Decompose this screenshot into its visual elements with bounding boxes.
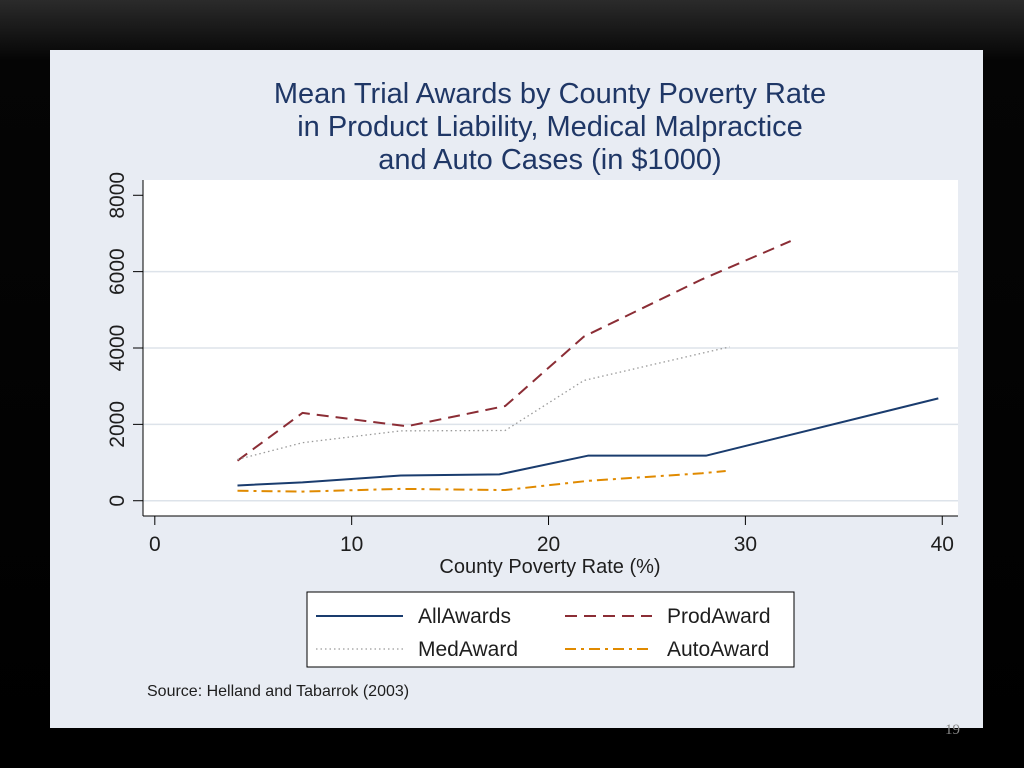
legend-label-autoaward: AutoAward xyxy=(667,638,769,661)
chart-title-line: and Auto Cases (in $1000) xyxy=(378,144,721,176)
legend-box xyxy=(306,591,795,668)
chart-title-line: Mean Trial Awards by County Poverty Rate xyxy=(274,78,826,110)
x-tick-label: 0 xyxy=(149,533,161,556)
chart-title-line: in Product Liability, Medical Malpractic… xyxy=(297,111,803,143)
legend-label-allawards: AllAwards xyxy=(418,605,511,628)
page-number: 19 xyxy=(945,722,960,738)
source-note: Source: Helland and Tabarrok (2003) xyxy=(147,683,409,700)
legend-label-prodaward: ProdAward xyxy=(667,605,771,628)
y-tick-label: 8000 xyxy=(106,172,129,219)
chart-title: Mean Trial Awards by County Poverty Rate… xyxy=(274,78,826,176)
y-tick-label: 4000 xyxy=(106,325,129,372)
chart: Mean Trial Awards by County Poverty Rate… xyxy=(106,78,958,700)
axes: 0 2000 4000 6000 8000 0 10 20 30 40 xyxy=(106,172,958,556)
series-line-allawards xyxy=(237,397,939,487)
x-tick-label: 10 xyxy=(340,533,363,556)
legend-label-medaward: MedAward xyxy=(418,638,518,661)
y-tick-label: 2000 xyxy=(106,401,129,448)
legend: AllAwards ProdAward MedAward AutoAward xyxy=(306,591,795,668)
x-tick-label: 20 xyxy=(537,533,560,556)
x-tick-label: 40 xyxy=(931,533,954,556)
slide-panel: Mean Trial Awards by County Poverty Rate… xyxy=(50,50,983,728)
y-tick-label: 6000 xyxy=(106,248,129,295)
series-line-prodaward xyxy=(236,240,792,462)
y-tick-label: 0 xyxy=(106,495,129,507)
series-line-autoaward xyxy=(237,469,726,493)
series-lines xyxy=(236,240,939,493)
gridlines xyxy=(143,270,958,502)
x-tick-label: 30 xyxy=(734,533,757,556)
x-axis-label: County Poverty Rate (%) xyxy=(439,556,660,578)
